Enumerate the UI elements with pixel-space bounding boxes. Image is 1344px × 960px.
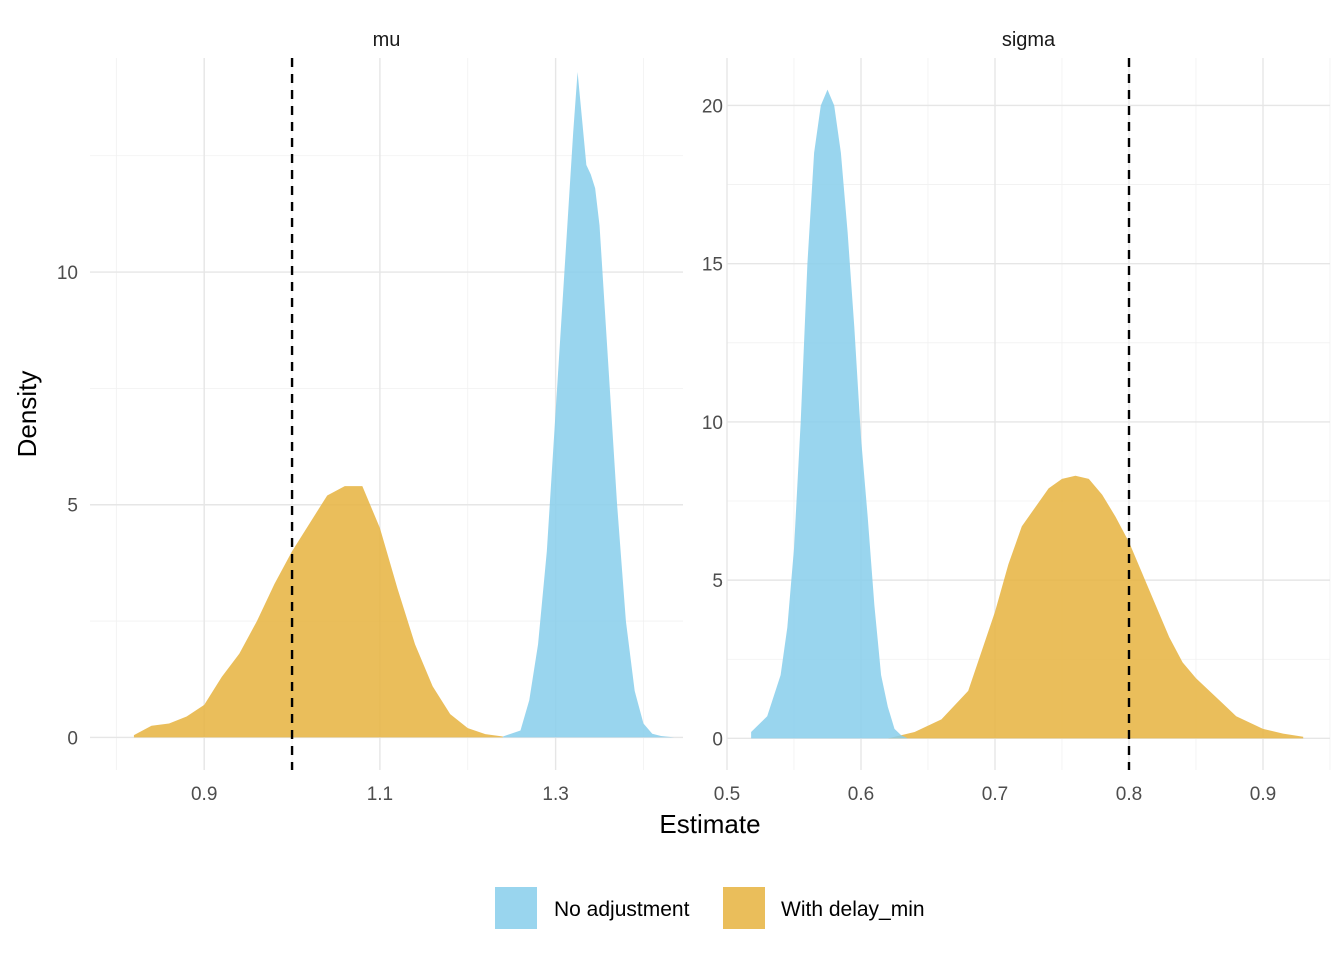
y-tick-label: 20 bbox=[702, 96, 723, 117]
y-tick-label: 0 bbox=[67, 728, 78, 749]
x-tick-label: 1.1 bbox=[367, 784, 393, 805]
legend: No adjustment With delay_min bbox=[495, 887, 925, 929]
legend-label-no-adjustment: No adjustment bbox=[554, 898, 690, 921]
x-tick-label: 0.5 bbox=[714, 784, 740, 805]
x-axis-title: Estimate bbox=[659, 809, 760, 839]
density-area-no-adjustment bbox=[502, 71, 675, 738]
y-tick-label: 5 bbox=[67, 496, 78, 517]
x-tick-label: 0.9 bbox=[191, 784, 217, 805]
x-tick-label: 0.8 bbox=[1116, 784, 1142, 805]
x-tick-label: 0.9 bbox=[1250, 784, 1276, 805]
x-tick-label: 0.7 bbox=[982, 784, 1008, 805]
strip-label-mu: mu bbox=[373, 29, 401, 51]
panel-sigma: 0.5 0.6 0.7 0.8 0.9 0 5 10 15 20 sigma bbox=[702, 29, 1331, 805]
legend-label-with-delay-min: With delay_min bbox=[781, 898, 925, 921]
y-tick-label: 0 bbox=[712, 729, 723, 750]
x-tick-label: 1.3 bbox=[542, 784, 568, 805]
legend-swatch-no-adjustment bbox=[495, 887, 537, 929]
x-tick-label: 0.6 bbox=[848, 784, 874, 805]
density-area-with-delay-min bbox=[887, 475, 1304, 739]
y-tick-label: 5 bbox=[712, 571, 723, 592]
y-tick-label: 10 bbox=[702, 413, 723, 434]
y-axis-title: Density bbox=[12, 371, 42, 458]
density-area-no-adjustment bbox=[751, 89, 908, 739]
y-tick-label: 10 bbox=[57, 263, 78, 284]
panel-mu: 0.9 1.1 1.3 0 5 10 mu bbox=[57, 29, 683, 805]
strip-label-sigma: sigma bbox=[1002, 29, 1056, 51]
y-tick-label: 15 bbox=[702, 255, 723, 276]
density-area-with-delay-min bbox=[133, 486, 503, 738]
legend-swatch-with-delay-min bbox=[723, 887, 765, 929]
